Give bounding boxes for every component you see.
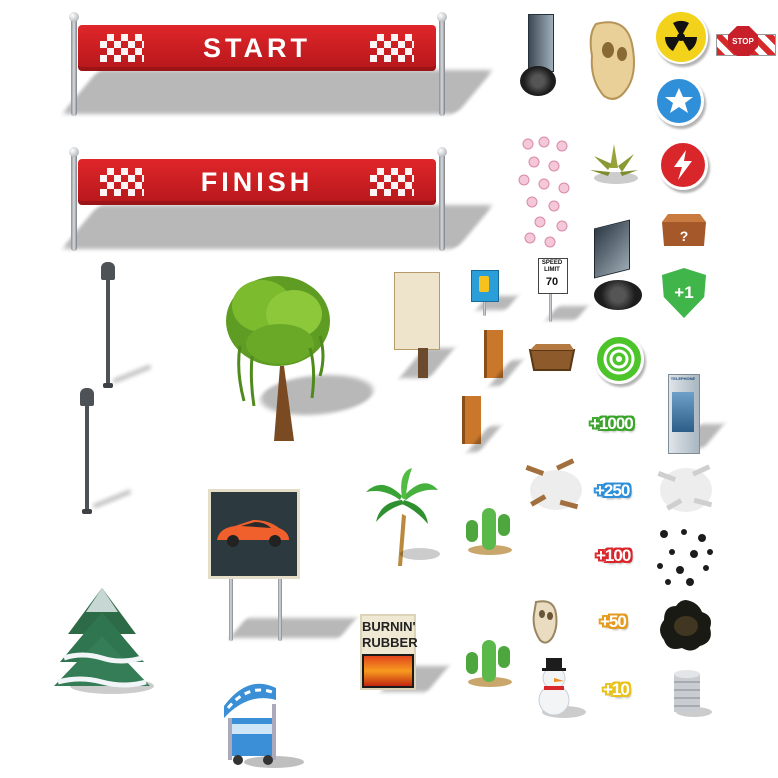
score-popup: +100	[596, 546, 631, 565]
score-popup: +50	[600, 612, 627, 631]
speed-sign-value: 70	[545, 276, 559, 288]
speed-sign-line2: LIMIT	[544, 267, 560, 273]
lightning-icon	[658, 140, 708, 190]
score-popup: +10	[603, 680, 630, 699]
score-popup: +1000	[590, 414, 634, 433]
cactus	[466, 508, 512, 555]
booth-label: TELEPHONE	[670, 376, 696, 381]
sports-car-icon	[217, 520, 289, 547]
shield-label: +1	[674, 283, 694, 302]
finish-label: FINISH	[200, 166, 314, 197]
metal-debris	[657, 464, 713, 512]
horse-skull	[589, 21, 635, 100]
mystery-box-icon: ?	[662, 214, 706, 246]
speed-sign-line1: SPEED	[541, 260, 563, 266]
wooden-post	[462, 396, 481, 444]
stop-sign-label: STOP	[732, 36, 754, 46]
score-popup: +250	[595, 481, 630, 500]
tree-graphic	[226, 276, 330, 441]
snowy-pine-tree	[54, 588, 154, 694]
speed-disc-icon	[594, 334, 644, 384]
poster-title-line1: BURNIN'	[362, 619, 416, 634]
shield-icon: +1	[662, 268, 706, 318]
ice-cream-cart	[224, 683, 304, 768]
wood-debris	[525, 458, 582, 510]
cactus	[466, 640, 512, 687]
metal-can	[674, 670, 712, 717]
wooden-post	[484, 330, 503, 378]
flower-patch	[518, 136, 570, 248]
animal-skull	[532, 600, 558, 644]
snowman	[538, 658, 586, 718]
svg-text:?: ?	[680, 228, 689, 244]
poster-title-line2: RUBBER	[362, 635, 418, 650]
radiation-icon	[654, 10, 708, 64]
wooden-crate	[528, 344, 576, 371]
agave-plant	[590, 144, 638, 184]
star-icon	[654, 76, 704, 126]
start-label: START	[203, 32, 311, 63]
palm-tree	[366, 468, 440, 566]
tire-debris	[657, 529, 713, 586]
oil-splat	[660, 600, 711, 651]
